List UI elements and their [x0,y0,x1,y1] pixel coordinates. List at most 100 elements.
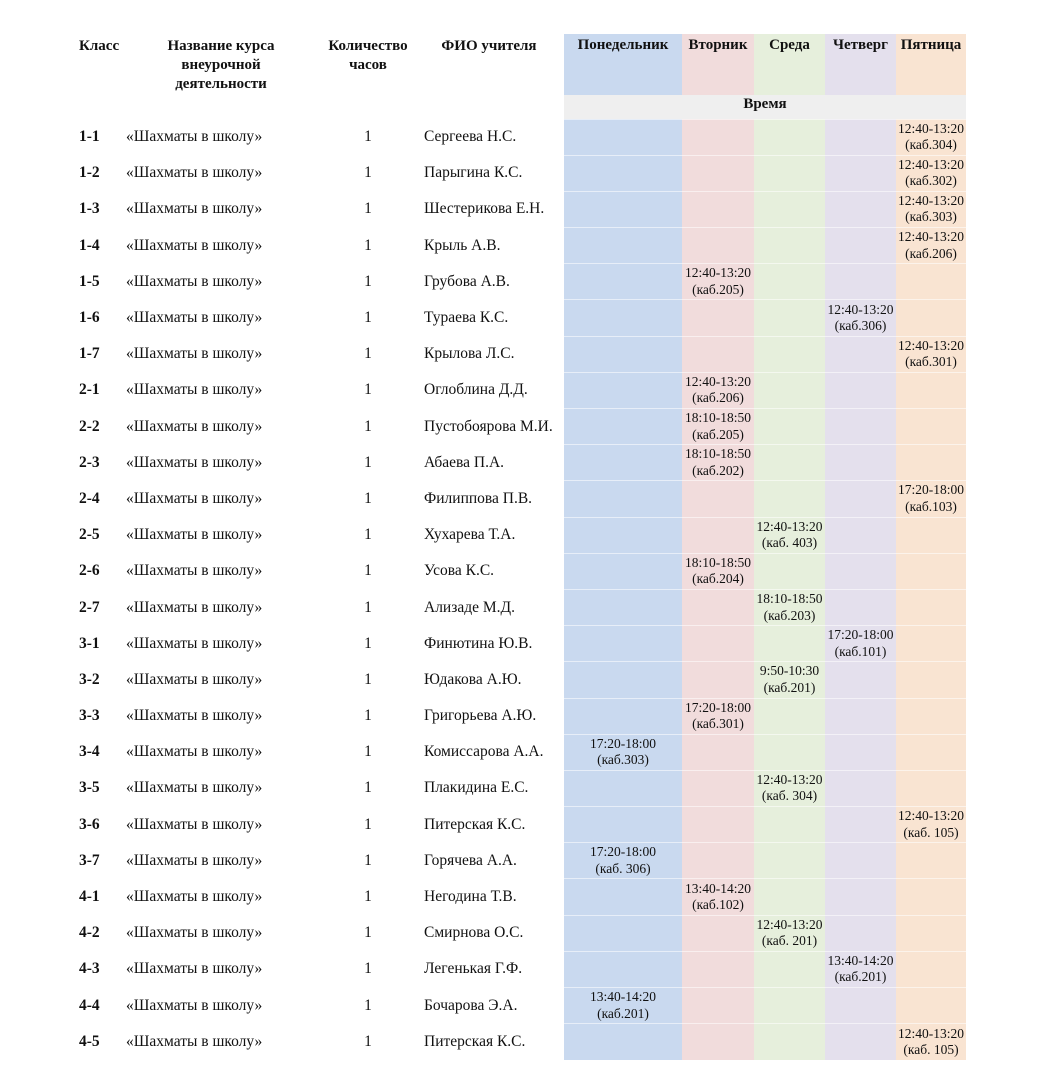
class-cell: 3-3 [79,707,100,725]
course-cell: «Шахматы в школу» [126,815,263,833]
thursday-cell [825,118,896,156]
course-cell: «Шахматы в школу» [126,236,263,254]
thursday-cell [825,588,896,626]
teacher-cell: Григорьева А.Ю. [424,707,537,725]
class-cell: 1-1 [79,128,100,146]
lesson-room: (каб.201) [763,679,816,695]
friday-cell: 12:40-13:20 (каб. 105) [896,1023,966,1060]
course-cell: «Шахматы в школу» [126,164,263,182]
course-cell: «Шахматы в школу» [126,128,263,146]
wednesday-cell [754,480,825,518]
teacher-cell: Крылова Л.С. [424,345,515,363]
friday-cell [896,842,966,879]
wednesday-cell [754,733,825,771]
table-row: 1-1 «Шахматы в школу» 1 Сергеева Н.С. 12:40-… [72,118,966,156]
friday-cell: 17:20-18:00 (каб.103) [896,480,966,518]
lesson-time: 12:40-13:20 [898,808,964,824]
lesson-time: 12:40-13:20 [756,771,823,787]
tuesday-cell [682,190,754,228]
class-cell: 4-5 [79,1032,100,1050]
friday-cell: 12:40-13:20 (каб.206) [896,227,966,264]
hours-cell: 1 [364,851,372,869]
friday-cell: 12:40-13:20 (каб. 105) [896,806,966,843]
hours-cell: 1 [364,779,372,797]
hours-cell: 1 [364,272,372,290]
thursday-cell [825,1023,896,1060]
table-row: 3-5 «Шахматы в школу» 1 Плакидина Е.С. 12:40… [72,769,966,807]
hours-cell: 1 [364,996,372,1014]
table-row: 4-1 «Шахматы в школу» 1 Негодина Т.В. 13:40-… [72,878,966,916]
monday-cell [564,299,682,337]
monday-cell: 17:20-18:00 (каб.303) [564,733,682,771]
class-cell: 2-2 [79,417,100,435]
lesson-time: 17:20-18:00 [898,482,964,498]
lesson-time: 13:40-14:20 [827,952,894,968]
hours-cell: 1 [364,743,372,761]
lesson-room: (каб.102) [692,897,744,913]
table-row: 4-3 «Шахматы в школу» 1 Легенькая Г.Ф. 13:40… [72,950,966,988]
course-cell: «Шахматы в школу» [126,381,263,399]
monday-cell: 13:40-14:20 (каб.201) [564,986,682,1024]
monday-cell [564,806,682,843]
hours-cell: 1 [364,598,372,616]
course-cell: «Шахматы в школу» [126,272,263,290]
teacher-cell: Крыль А.В. [424,236,501,254]
monday-cell [564,878,682,916]
class-cell: 3-1 [79,634,100,652]
teacher-cell: Комиссарова А.А. [424,743,544,761]
friday-cell: 12:40-13:20 (каб.301) [896,335,966,373]
time-header-spacer [72,95,564,119]
lesson-time: 12:40-13:20 [685,265,751,281]
thursday-cell [825,263,896,300]
lesson-room: (каб.206) [905,245,957,261]
class-cell: 2-6 [79,562,100,580]
hours-cell: 1 [364,345,372,363]
lesson-room: (каб. 306) [595,860,651,876]
monday-cell [564,588,682,626]
thursday-cell [825,371,896,409]
tuesday-cell [682,914,754,952]
course-cell: «Шахматы в школу» [126,779,263,797]
thursday-cell [825,661,896,698]
thursday-cell: 13:40-14:20 (каб.201) [825,950,896,988]
teacher-cell: Юдакова А.Ю. [424,670,522,688]
class-cell: 1-5 [79,272,100,290]
monday-cell [564,950,682,988]
friday-cell [896,444,966,481]
table-row: 4-4 «Шахматы в школу» 1 Бочарова Э.А. 13:40-… [72,986,966,1024]
class-cell: 3-2 [79,670,100,688]
teacher-cell: Усова К.С. [424,562,495,580]
wednesday-cell [754,299,825,337]
class-cell: 2-5 [79,526,100,544]
schedule-table: Класс Название курса внеурочной деятельн… [72,34,966,1060]
thursday-cell: 17:20-18:00 (каб.101) [825,625,896,662]
course-cell: «Шахматы в школу» [126,996,263,1014]
table-row: 2-4 «Шахматы в школу» 1 Филиппова П.В. 17:20… [72,480,966,518]
monday-cell: 17:20-18:00 (каб. 306) [564,842,682,879]
lesson-room: (каб.103) [905,498,957,514]
lesson-time: 17:20-18:00 [590,735,656,751]
lesson-room: (каб. 304) [761,788,818,804]
tuesday-cell: 12:40-13:20 (каб.205) [682,263,754,300]
tuesday-cell: 18:10-18:50 (каб.205) [682,407,754,445]
class-cell: 3-6 [79,815,100,833]
friday-cell [896,407,966,445]
teacher-cell: Пустобоярова М.И. [424,417,553,435]
tuesday-cell [682,661,754,698]
thursday-cell [825,516,896,554]
tuesday-cell [682,516,754,554]
teacher-cell: Плакидина Е.С. [424,779,529,797]
monday-cell [564,914,682,952]
hours-cell: 1 [364,924,372,942]
tuesday-cell [682,806,754,843]
teacher-cell: Грубова А.В. [424,272,510,290]
thursday-cell [825,154,896,192]
tuesday-cell [682,335,754,373]
monday-cell [564,625,682,662]
header-hours-line: Количество [328,38,408,54]
table-row: 3-1 «Шахматы в школу» 1 Финютина Ю.В. 17:20-… [72,625,966,662]
friday-cell [896,661,966,698]
thursday-cell [825,190,896,228]
table-row: 1-4 «Шахматы в школу» 1 Крыль А.В. 12:40-13:… [72,227,966,264]
tuesday-cell: 18:10-18:50 (каб.202) [682,444,754,481]
